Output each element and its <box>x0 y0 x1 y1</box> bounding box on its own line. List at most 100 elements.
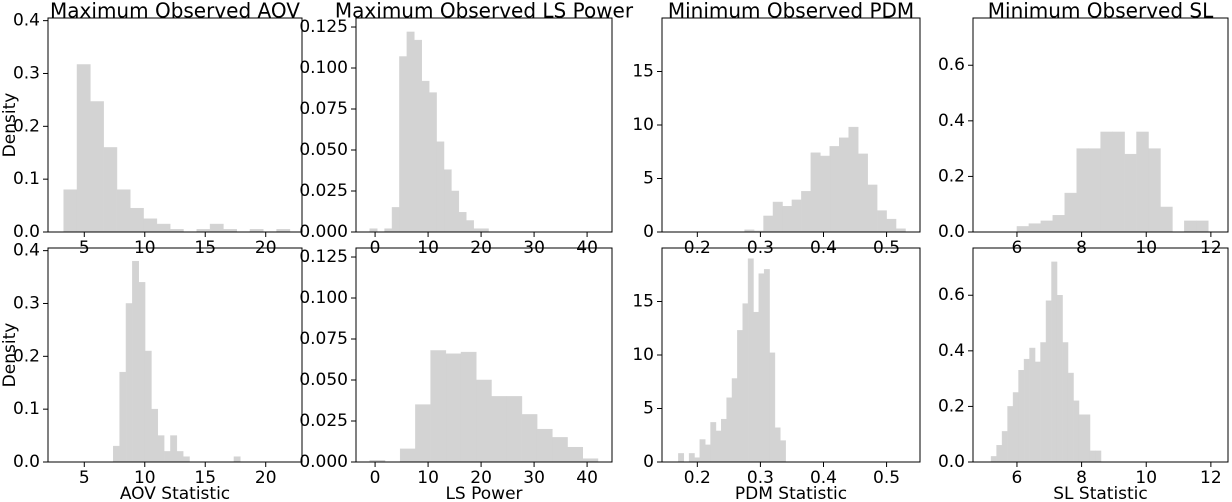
bar <box>704 444 711 463</box>
x-tick-label: 20 <box>255 468 277 488</box>
y-axis-label: Density <box>0 323 20 388</box>
x-tick-label: 12 <box>1200 468 1222 488</box>
y-tick-label: 0.125 <box>299 17 348 37</box>
bar <box>421 80 430 233</box>
bar <box>820 155 831 233</box>
bar <box>1007 406 1014 463</box>
bar <box>710 422 717 463</box>
bar <box>129 207 144 233</box>
bar <box>156 223 171 233</box>
x-tick-label: 8 <box>1076 468 1087 488</box>
bar <box>726 397 733 463</box>
bar <box>1100 131 1113 233</box>
x-tick-label: 0.5 <box>873 468 900 488</box>
bar <box>678 453 685 463</box>
bar <box>694 457 701 463</box>
x-tick-label: 0.3 <box>747 468 774 488</box>
bar <box>688 453 695 463</box>
y-tick-label: 0.075 <box>299 329 348 349</box>
bar <box>990 456 997 463</box>
bar <box>443 169 452 233</box>
x-tick-label: 6 <box>1012 468 1023 488</box>
x-tick-label: 30 <box>523 468 545 488</box>
y-tick-label: 0.6 <box>938 285 965 305</box>
x-tick-label: 0.2 <box>684 468 711 488</box>
bar <box>1018 370 1025 463</box>
y-tick-label: 0.0 <box>13 452 40 472</box>
y-tick-label: 5 <box>643 169 654 189</box>
bar <box>1112 131 1125 233</box>
y-tick-label: 0.0 <box>938 222 965 242</box>
bar <box>1064 192 1077 233</box>
y-tick-label: 0.4 <box>13 241 40 261</box>
y-axis-label: Density <box>0 93 20 158</box>
axes-frame <box>355 17 613 233</box>
bar <box>1084 414 1091 463</box>
bar <box>791 199 802 233</box>
bar <box>810 152 821 233</box>
bar <box>747 258 754 463</box>
y-tick-label: 0.3 <box>13 293 40 313</box>
subplot-title: Maximum Observed LS Power <box>335 0 634 23</box>
y-tick-label: 0.050 <box>299 370 348 390</box>
bar <box>415 404 431 463</box>
bar <box>103 147 118 233</box>
y-tick-label: 0.125 <box>299 247 348 267</box>
bar <box>119 371 127 463</box>
bar <box>1045 300 1052 463</box>
x-axis-label: AOV Statistic <box>120 484 230 502</box>
bar <box>536 428 553 463</box>
bar <box>143 218 158 233</box>
bar <box>839 137 849 233</box>
axes-frame <box>972 247 1229 463</box>
bar <box>116 189 131 233</box>
bar <box>414 39 422 233</box>
bar <box>1052 215 1066 233</box>
bar <box>774 427 781 463</box>
bar <box>182 456 190 463</box>
axes-frame <box>661 17 921 233</box>
bar <box>1136 131 1149 233</box>
y-tick-label: 0.6 <box>938 55 965 75</box>
bar <box>138 282 146 463</box>
bar <box>63 189 78 233</box>
bar <box>1184 220 1197 233</box>
bar <box>780 440 786 463</box>
y-tick-label: 5 <box>643 399 654 419</box>
bar <box>176 451 184 463</box>
x-tick-label: 40 <box>576 468 598 488</box>
bar <box>996 445 1003 463</box>
y-tick-label: 0.2 <box>13 116 40 136</box>
bar <box>521 414 538 463</box>
bar <box>763 215 774 233</box>
bar <box>567 446 583 463</box>
bar <box>758 273 765 463</box>
y-tick-label: 0.050 <box>299 140 348 160</box>
y-tick-label: 0.4 <box>13 11 40 31</box>
y-tick-label: 0.2 <box>13 346 40 366</box>
y-tick-label: 0.100 <box>299 58 348 78</box>
bar <box>801 191 812 233</box>
y-tick-label: 0.0 <box>13 222 40 242</box>
x-tick-label: 15 <box>194 468 216 488</box>
x-axis-label: LS Power <box>445 484 522 502</box>
bar <box>753 311 760 463</box>
bar <box>445 353 462 463</box>
y-tick-label: 0.025 <box>299 411 348 431</box>
bar <box>742 303 749 463</box>
bar <box>829 146 840 233</box>
x-tick-label: 0.4 <box>810 468 837 488</box>
bar <box>769 352 776 463</box>
bar <box>886 218 897 233</box>
y-tick-label: 0.0 <box>938 452 965 472</box>
y-tick-label: 0.000 <box>299 452 348 472</box>
bar <box>233 456 241 463</box>
y-tick-label: 0.2 <box>938 396 965 416</box>
bar <box>436 141 445 233</box>
bar <box>476 379 492 463</box>
x-axis-label: SL Statistic <box>1053 484 1148 502</box>
axes-frame <box>972 17 1229 233</box>
y-tick-label: 0.3 <box>13 63 40 83</box>
y-tick-label: 0.1 <box>13 169 40 189</box>
bar <box>491 396 507 463</box>
